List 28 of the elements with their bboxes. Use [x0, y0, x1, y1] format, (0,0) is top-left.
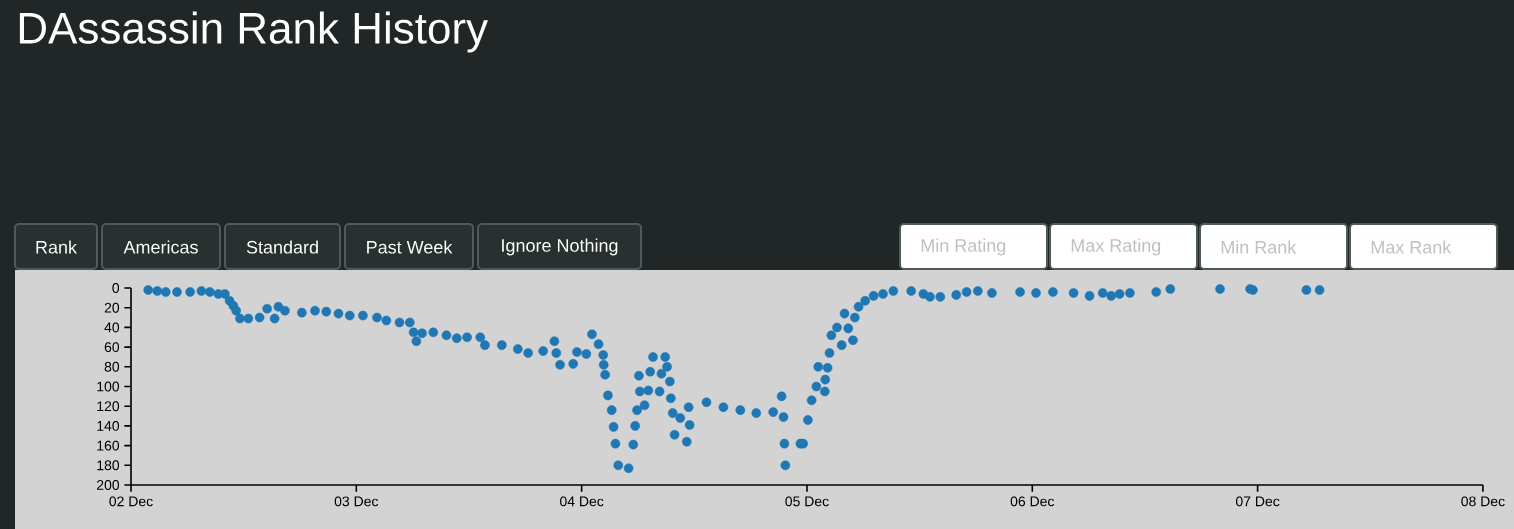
- y-tick-label: 180: [97, 460, 120, 471]
- y-tick-label: 80: [104, 361, 120, 372]
- text: Rank: [36, 240, 78, 254]
- y-tick-label: 40: [104, 322, 120, 333]
- text: Ignore Nothing: [502, 238, 618, 256]
- x-tick-label: 08 Dec: [1461, 496, 1505, 507]
- text: Standard: [246, 240, 318, 254]
- text: Max Rating: [1071, 238, 1161, 256]
- text: Min Rating: [921, 238, 1006, 256]
- y-tick-label: 200: [96, 480, 120, 490]
- y-tick-label: 140: [97, 420, 120, 431]
- y-tick-label: 160: [97, 440, 120, 451]
- x-tick-label: 03 Dec: [334, 496, 379, 507]
- x-tick-label: 05 Dec: [785, 496, 829, 507]
- y-tick-label: 20: [104, 302, 120, 313]
- y-tick-label: 60: [104, 342, 120, 353]
- text: Past Week: [367, 240, 453, 254]
- x-tick-label: 06 Dec: [1010, 496, 1055, 507]
- y-tick-label: 120: [97, 401, 120, 412]
- y-tick-label: 100: [97, 381, 120, 392]
- x-tick-label: 04 Dec: [560, 496, 604, 507]
- x-tick-label: 07 Dec: [1235, 496, 1280, 507]
- y-tick-label: 0: [112, 283, 120, 293]
- text: Min Rank: [1221, 240, 1297, 254]
- chart-title: DAssassin Rank History: [19, 11, 488, 53]
- text: Americas: [123, 240, 198, 254]
- text: Max Rank: [1371, 240, 1452, 254]
- x-tick-label: 02 Dec: [109, 496, 153, 507]
